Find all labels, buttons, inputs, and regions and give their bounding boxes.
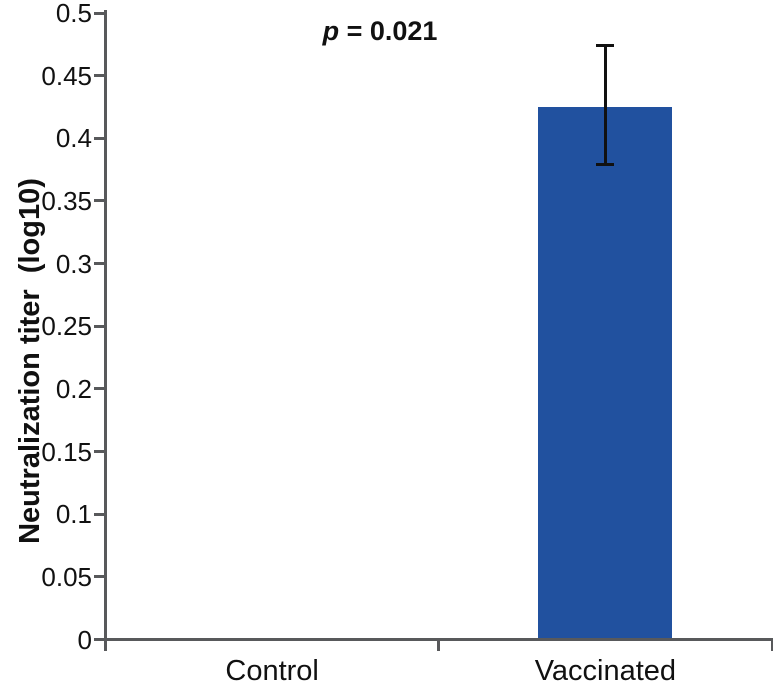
bar-vaccinated — [538, 106, 673, 640]
x-axis-line — [104, 638, 773, 641]
y-tick-label: 0.25 — [41, 311, 92, 342]
error-bar-cap-top — [596, 44, 615, 48]
y-tick-mark — [94, 199, 105, 203]
y-tick-label: 0.4 — [55, 123, 92, 154]
y-tick-mark — [94, 136, 105, 140]
y-tick-label: 0.1 — [55, 499, 92, 530]
y-tick-label: 0.45 — [41, 60, 92, 91]
y-tick-label: 0.2 — [55, 373, 92, 404]
y-tick-mark — [94, 638, 105, 641]
x-tick-mark — [437, 641, 441, 651]
p-value-annotation: p = 0.021 — [280, 14, 480, 48]
y-tick-label: 0.05 — [41, 561, 92, 592]
y-tick-mark — [94, 450, 105, 454]
y-tick-label: 0.3 — [55, 248, 92, 279]
y-tick-label: 0.5 — [55, 0, 92, 28]
y-tick-label: 0.15 — [41, 436, 92, 467]
x-tick-mark — [770, 641, 773, 651]
y-tick-mark — [94, 575, 105, 579]
x-category-label-control: Control — [225, 655, 319, 687]
y-tick-mark — [94, 512, 105, 516]
y-tick-label: 0 — [77, 624, 92, 655]
p-symbol: p — [322, 16, 340, 46]
y-tick-label: 0.35 — [41, 185, 92, 216]
y-tick-mark — [94, 74, 105, 78]
x-category-label-vaccinated: Vaccinated — [534, 655, 677, 687]
error-bar-line — [603, 45, 607, 165]
y-tick-mark — [94, 262, 105, 266]
y-axis-line — [104, 10, 107, 641]
y-tick-mark — [94, 324, 105, 328]
error-bar-cap-bottom — [596, 163, 615, 167]
y-tick-mark — [94, 387, 105, 391]
y-tick-mark — [94, 11, 105, 15]
p-value-text: = 0.021 — [339, 16, 438, 46]
x-tick-mark — [104, 641, 107, 651]
